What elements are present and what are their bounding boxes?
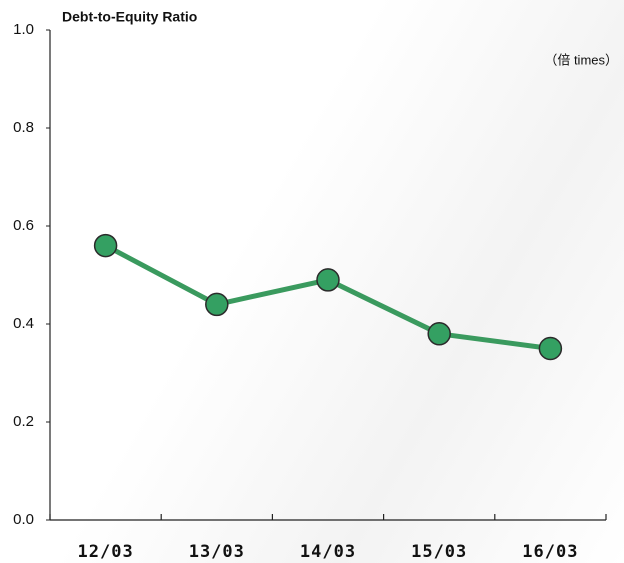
y-tick-label: 0.4: [13, 315, 34, 332]
y-tick-label: 0.8: [13, 119, 34, 136]
x-tick-label: 15/03: [411, 542, 467, 562]
point: [316, 268, 340, 292]
x-tick-label: 13/03: [189, 542, 245, 562]
y-tick-label: 1.0: [13, 21, 34, 38]
x-tick-label: 14/03: [300, 542, 356, 562]
unit-label: （倍 times）: [544, 52, 618, 67]
y-tick-label: 0.0: [13, 511, 34, 528]
x-tick-label: 16/03: [522, 542, 578, 562]
point: [538, 336, 563, 361]
series-line: [104, 243, 551, 351]
point: [205, 292, 229, 317]
y-tick-label: 0.6: [13, 217, 34, 234]
point: [93, 233, 118, 258]
point: [427, 322, 451, 346]
y-tick-label: 0.2: [13, 413, 34, 430]
x-tick-label: 12/03: [78, 542, 134, 562]
chart-title: Debt-to-Equity Ratio: [62, 9, 197, 25]
